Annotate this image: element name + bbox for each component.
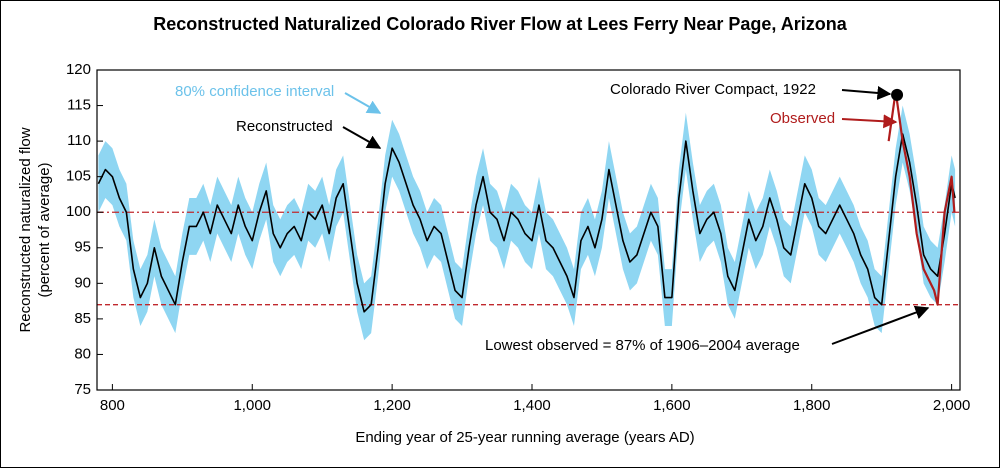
chart-title: Reconstructed Naturalized Colorado River… xyxy=(153,14,848,34)
series-line xyxy=(887,90,956,306)
arrow xyxy=(342,126,382,149)
x-tick-label: 1,400 xyxy=(513,397,551,414)
y-axis-label: Reconstructed naturalized flow xyxy=(17,127,34,332)
plot-area: 75 80 85 90 95 100 105 110 115 120 800 1,000 1,200 1,… xyxy=(66,61,970,414)
event-point xyxy=(891,88,904,101)
band-label: 80% confidence interval xyxy=(175,83,334,100)
series-label: Reconstructed xyxy=(236,118,333,135)
x-tick-label: 1,600 xyxy=(653,397,691,414)
confidence-band xyxy=(98,105,956,341)
x-tick-label: 800 xyxy=(100,397,125,414)
x-axis-label: Ending year of 25-year running average (… xyxy=(355,429,694,446)
y-tick-label: 100 xyxy=(66,203,91,220)
x-tick-label: 2,000 xyxy=(933,397,971,414)
series-line xyxy=(97,133,956,313)
y-tick-label: 110 xyxy=(67,132,91,149)
x-tick-label: 1,200 xyxy=(373,397,411,414)
x-tick-label: 1,000 xyxy=(233,397,271,414)
y-tick-label: 95 xyxy=(74,239,91,256)
plot-frame xyxy=(96,69,961,391)
y-tick-label: 85 xyxy=(74,310,91,327)
series-label: Observed xyxy=(770,110,835,127)
y-tick-label: 75 xyxy=(74,381,91,398)
arrow xyxy=(831,305,930,345)
arrow xyxy=(841,85,892,100)
y-tick-label: 115 xyxy=(67,97,91,114)
arrow xyxy=(841,114,898,129)
annotation: Lowest observed = 87% of 1906–2004 avera… xyxy=(485,337,800,354)
annotation: Colorado River Compact, 1922 xyxy=(610,81,816,98)
y-axis-label: (percent of average) xyxy=(36,162,53,297)
y-tick-label: 120 xyxy=(66,61,91,78)
y-tick-label: 90 xyxy=(74,274,91,291)
x-tick-label: 1,800 xyxy=(793,397,831,414)
y-tick-label: 105 xyxy=(66,168,91,185)
y-tick-label: 80 xyxy=(74,345,91,362)
arrow xyxy=(344,92,382,114)
